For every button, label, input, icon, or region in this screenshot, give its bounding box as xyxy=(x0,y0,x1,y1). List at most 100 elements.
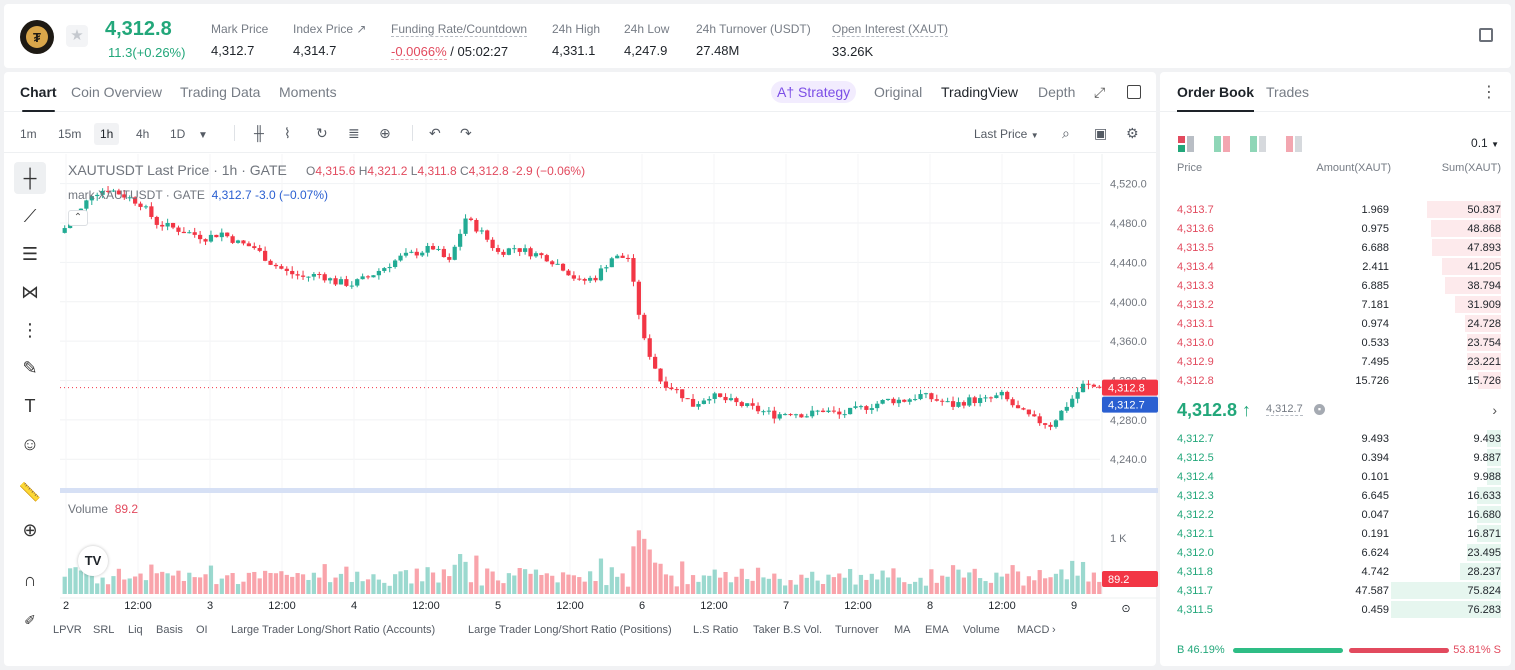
indicator-l-s-ratio[interactable]: L.S Ratio xyxy=(693,624,739,636)
ask-row[interactable]: 4,313.7 1.969 50.837 xyxy=(1160,200,1511,219)
chevron-right-icon[interactable]: › xyxy=(1492,402,1497,418)
collapse-legend-icon[interactable]: ⌃ xyxy=(68,210,88,226)
buy-ratio-bar xyxy=(1233,648,1343,653)
ask-row[interactable]: 4,313.3 6.885 38.794 xyxy=(1160,276,1511,295)
view-tradingview[interactable]: TradingView xyxy=(941,84,1019,100)
ask-row[interactable]: 4,312.8 15.726 15.726 xyxy=(1160,371,1511,390)
bid-row[interactable]: 4,311.8 4.742 28.237 xyxy=(1160,562,1511,581)
bid-row[interactable]: 4,311.7 47.587 75.824 xyxy=(1160,581,1511,600)
bid-row[interactable]: 4,312.7 9.493 9.493 xyxy=(1160,429,1511,448)
view-both-icon[interactable] xyxy=(1178,136,1194,152)
ask-row[interactable]: 4,313.0 0.533 23.754 xyxy=(1160,333,1511,352)
more-icon[interactable]: ⋮ xyxy=(1481,84,1497,101)
bid-row[interactable]: 4,312.3 6.645 16.633 xyxy=(1160,486,1511,505)
alert-add-icon[interactable]: ⊕ xyxy=(379,125,391,141)
text-icon[interactable]: T xyxy=(24,395,36,416)
indicator-taker-b-s-vol-[interactable]: Taker B.S Vol. xyxy=(753,624,823,636)
timeframe-4h[interactable]: 4h xyxy=(136,127,150,141)
book-icon[interactable] xyxy=(1479,28,1493,42)
window-icon[interactable] xyxy=(1127,85,1141,99)
tab-chart[interactable]: Chart xyxy=(20,84,57,112)
indicator-lpvr[interactable]: LPVR xyxy=(53,624,82,636)
pencil-lock-icon[interactable]: ✐ xyxy=(24,611,36,628)
emoji-icon[interactable]: ☺ xyxy=(20,433,40,454)
indicator-oi[interactable]: OI xyxy=(196,624,208,636)
indicator-macd[interactable]: MACD xyxy=(1017,624,1050,636)
view-original[interactable]: Original xyxy=(874,84,923,100)
indicator-srl[interactable]: SRL xyxy=(93,624,115,636)
tab-trading-data[interactable]: Trading Data xyxy=(180,84,261,100)
ask-row[interactable]: 4,312.9 7.495 23.221 xyxy=(1160,352,1511,371)
templates-icon[interactable]: ≣ xyxy=(348,125,360,141)
mark-legend-label: mark XAUTUSDT · GATE xyxy=(68,188,205,202)
indicator-liq[interactable]: Liq xyxy=(128,624,143,636)
magnet-icon[interactable]: ∩ xyxy=(23,569,37,590)
view-split-icon[interactable] xyxy=(1214,136,1230,152)
ask-row[interactable]: 4,313.4 2.411 41.205 xyxy=(1160,257,1511,276)
indicator-large-trader-long-short-ratio-positions-[interactable]: Large Trader Long/Short Ratio (Positions… xyxy=(468,624,672,636)
tab-trades[interactable]: Trades xyxy=(1266,84,1310,100)
view-depth[interactable]: Depth xyxy=(1038,84,1076,100)
timeframe-1m[interactable]: 1m xyxy=(20,127,37,141)
ask-row[interactable]: 4,313.5 6.688 47.893 xyxy=(1160,238,1511,257)
bid-row[interactable]: 4,312.5 0.394 9.887 xyxy=(1160,448,1511,467)
indicators-icon[interactable]: ⌇ xyxy=(284,125,291,141)
pattern-icon[interactable]: ⋈ xyxy=(21,281,39,302)
view-bids-icon[interactable] xyxy=(1250,136,1266,152)
indicator-turnover[interactable]: Turnover xyxy=(835,624,879,636)
gear-icon[interactable]: ⚙ xyxy=(1126,125,1139,141)
timeframe-dropdown-icon[interactable]: ▼ xyxy=(198,130,208,141)
price-type-select[interactable]: Last Price ▼ xyxy=(974,127,1039,141)
indicator-large-trader-long-short-ratio-accounts-[interactable]: Large Trader Long/Short Ratio (Accounts) xyxy=(231,624,436,636)
candles-icon[interactable]: ╫ xyxy=(254,125,264,141)
tab-order-book[interactable]: Order Book xyxy=(1177,84,1255,112)
fib-icon[interactable]: ⋮ xyxy=(21,319,39,340)
brush-icon[interactable]: ✎ xyxy=(22,357,38,378)
candle-body xyxy=(934,399,939,401)
camera-icon[interactable]: ▣ xyxy=(1094,125,1108,141)
chart-canvas[interactable]: 4,520.04,480.04,440.04,400.04,360.04,320… xyxy=(60,154,1158,615)
bid-row[interactable]: 4,311.5 0.459 76.283 xyxy=(1160,600,1511,619)
tab-moments[interactable]: Moments xyxy=(279,84,337,100)
view-asks-icon[interactable] xyxy=(1286,136,1302,152)
strategy-button[interactable]: A† Strategy xyxy=(771,81,857,103)
undo-icon[interactable]: ↶ xyxy=(429,125,441,141)
tab-coin-overview[interactable]: Coin Overview xyxy=(71,84,163,100)
favorite-star-icon[interactable]: ★ xyxy=(66,25,88,47)
bid-row[interactable]: 4,312.4 0.101 9.988 xyxy=(1160,467,1511,486)
indicator-volume[interactable]: Volume xyxy=(963,624,1000,636)
open-interest-label[interactable]: Open Interest (XAUT) xyxy=(832,22,949,37)
crosshair-icon[interactable]: ┼ xyxy=(14,162,46,194)
mark-info-icon[interactable]: ▪ xyxy=(1314,404,1325,415)
trend-line-icon[interactable]: ⟋ xyxy=(23,205,37,226)
precision-select[interactable]: 0.1 ▼ xyxy=(1471,136,1499,150)
depth-bar xyxy=(1476,506,1501,523)
bid-row[interactable]: 4,312.0 6.624 23.495 xyxy=(1160,543,1511,562)
bid-row[interactable]: 4,312.2 0.047 16.680 xyxy=(1160,505,1511,524)
replay-icon[interactable]: ↻ xyxy=(316,125,328,141)
zoom-in-icon[interactable]: ⊕ xyxy=(22,519,38,540)
timeframe-1d[interactable]: 1D xyxy=(170,127,186,141)
bid-row[interactable]: 4,312.1 0.191 16.871 xyxy=(1160,524,1511,543)
indicator-ema[interactable]: EMA xyxy=(925,624,949,636)
scroll-right-icon[interactable]: › xyxy=(1052,624,1056,636)
ruler-icon[interactable]: 📏 xyxy=(18,481,42,502)
redo-icon[interactable]: ↷ xyxy=(460,125,472,141)
indicator-ma[interactable]: MA xyxy=(894,624,911,636)
ask-row[interactable]: 4,313.6 0.975 48.868 xyxy=(1160,219,1511,238)
volume-bar xyxy=(122,579,127,594)
price-chart[interactable]: 4,520.04,480.04,440.04,400.04,360.04,320… xyxy=(60,154,1158,615)
timeframe-15m[interactable]: 15m xyxy=(58,127,82,141)
index-price-label[interactable]: Index Price ↗ xyxy=(293,22,367,36)
volume-bar xyxy=(105,584,111,594)
funding-rate-label[interactable]: Funding Rate/Countdown xyxy=(391,22,528,37)
index-price-stat[interactable]: Index Price ↗ 4,314.7 xyxy=(293,22,366,58)
tradingview-logo[interactable]: TV xyxy=(78,546,108,576)
expand-icon[interactable]: ⤢ xyxy=(1094,84,1106,100)
timeframe-1h[interactable]: 1h xyxy=(94,123,120,145)
ask-row[interactable]: 4,313.1 0.974 24.728 xyxy=(1160,314,1511,333)
indicator-basis[interactable]: Basis xyxy=(156,624,183,636)
search-icon[interactable]: ⌕ xyxy=(1062,125,1070,141)
horizontal-lines-icon[interactable]: ☰ xyxy=(21,243,39,264)
ask-row[interactable]: 4,313.2 7.181 31.909 xyxy=(1160,295,1511,314)
